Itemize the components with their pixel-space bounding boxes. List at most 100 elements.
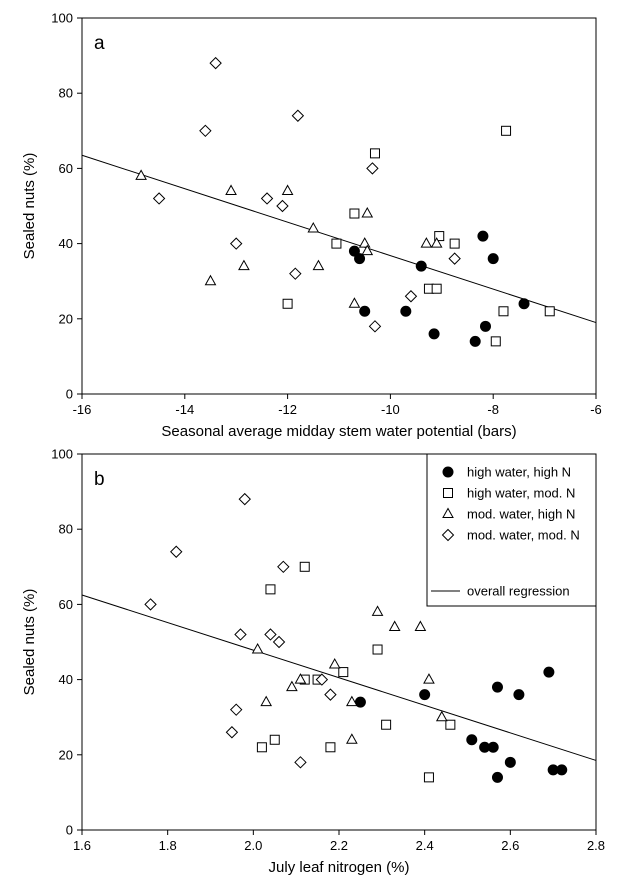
legend-label: high water, mod. N <box>467 486 575 501</box>
data-point <box>276 199 289 213</box>
data-point <box>289 267 302 280</box>
data-point <box>238 492 251 506</box>
data-point <box>487 741 499 753</box>
data-point <box>346 695 358 707</box>
data-point <box>229 237 243 250</box>
series-high-water-high-n <box>348 230 530 347</box>
y-tick-label: 20 <box>59 311 73 326</box>
y-tick-label: 80 <box>59 86 73 101</box>
x-tick-label: -16 <box>73 402 92 417</box>
x-tick-label: -10 <box>381 402 400 417</box>
data-point <box>415 260 427 272</box>
y-axis-title: Sealed nuts (%) <box>21 153 38 260</box>
data-point <box>358 237 371 248</box>
series-high-water-mod-n <box>256 561 456 783</box>
data-point <box>544 306 555 317</box>
data-point <box>543 666 555 678</box>
data-point <box>513 689 525 701</box>
data-point <box>361 206 374 218</box>
data-point <box>423 673 435 684</box>
data-point <box>430 237 443 248</box>
data-point <box>354 253 366 265</box>
data-point <box>265 584 276 595</box>
series-high-water-high-n <box>354 666 568 783</box>
data-point <box>423 772 434 783</box>
data-point <box>256 742 267 753</box>
data-point <box>346 733 358 744</box>
panel-label: a <box>94 33 105 54</box>
legend-marker <box>442 466 454 478</box>
y-tick-label: 80 <box>59 522 73 537</box>
data-point <box>371 605 384 616</box>
data-point <box>556 764 568 776</box>
data-point <box>281 184 294 195</box>
data-point <box>428 328 440 340</box>
x-tick-label: 2.2 <box>330 838 348 853</box>
data-point <box>294 673 307 684</box>
data-point <box>501 125 512 136</box>
plot-frame <box>81 17 597 395</box>
data-point <box>361 244 374 256</box>
y-tick-label: 20 <box>59 747 73 762</box>
x-tick-label: -8 <box>487 402 499 417</box>
data-point <box>170 545 183 558</box>
data-point <box>251 642 264 654</box>
data-point <box>369 148 380 159</box>
data-point <box>477 230 489 242</box>
data-point <box>307 222 320 233</box>
panel-label: b <box>94 469 105 490</box>
data-point <box>498 306 509 317</box>
data-point <box>260 695 273 707</box>
data-point <box>518 298 530 310</box>
data-point <box>431 283 442 294</box>
x-tick-label: -6 <box>590 402 602 417</box>
data-point <box>282 298 293 309</box>
data-point <box>199 124 212 138</box>
series-mod-water-high-n <box>251 605 448 744</box>
legend-marker <box>443 488 453 498</box>
data-point <box>490 336 501 347</box>
data-point <box>291 109 305 122</box>
data-point <box>286 680 298 692</box>
data-point <box>277 560 290 574</box>
x-tick-label: 2.4 <box>416 838 434 853</box>
data-point <box>238 259 250 271</box>
x-tick-label: -12 <box>278 402 297 417</box>
data-point <box>315 673 329 686</box>
data-point <box>388 620 401 631</box>
panel-a: -16 -14 -12 -10 -8 -6 0 20 40 60 80 100 Seasonal ave… <box>21 11 602 441</box>
panel-b: 1.6 1.8 2.0 2.2 2.4 2.6 2.8 0 20 40 60 80 100 July le… <box>21 447 605 877</box>
y-tick-label: 0 <box>66 387 73 402</box>
data-point <box>272 635 286 649</box>
data-point <box>434 231 445 242</box>
data-point <box>349 208 360 219</box>
data-point <box>404 290 418 303</box>
series-mod-water-mod-n <box>144 492 337 769</box>
legend-marker <box>441 528 455 542</box>
series-mod-water-mod-n <box>152 56 461 333</box>
x-tick-label: 2.6 <box>501 838 519 853</box>
x-tick-label: 2.0 <box>244 838 262 853</box>
data-point <box>348 245 360 257</box>
data-point <box>372 644 383 655</box>
data-point <box>491 771 503 783</box>
data-point <box>420 237 433 248</box>
y-tick-label: 100 <box>51 447 73 462</box>
legend-marker <box>442 507 454 518</box>
x-tick-label: 1.6 <box>73 838 91 853</box>
y-tick-label: 60 <box>59 597 73 612</box>
data-point <box>152 192 166 205</box>
data-point <box>234 628 247 641</box>
data-point <box>225 726 239 739</box>
data-point <box>449 238 460 249</box>
data-point <box>260 192 274 205</box>
legend-label: mod. water, high N <box>467 507 575 522</box>
y-tick-label: 60 <box>59 161 73 176</box>
data-point <box>312 259 325 271</box>
data-point <box>328 658 341 669</box>
x-tick-label: 2.8 <box>587 838 605 853</box>
data-point <box>491 681 503 693</box>
data-point <box>209 56 222 70</box>
data-point <box>269 734 280 745</box>
